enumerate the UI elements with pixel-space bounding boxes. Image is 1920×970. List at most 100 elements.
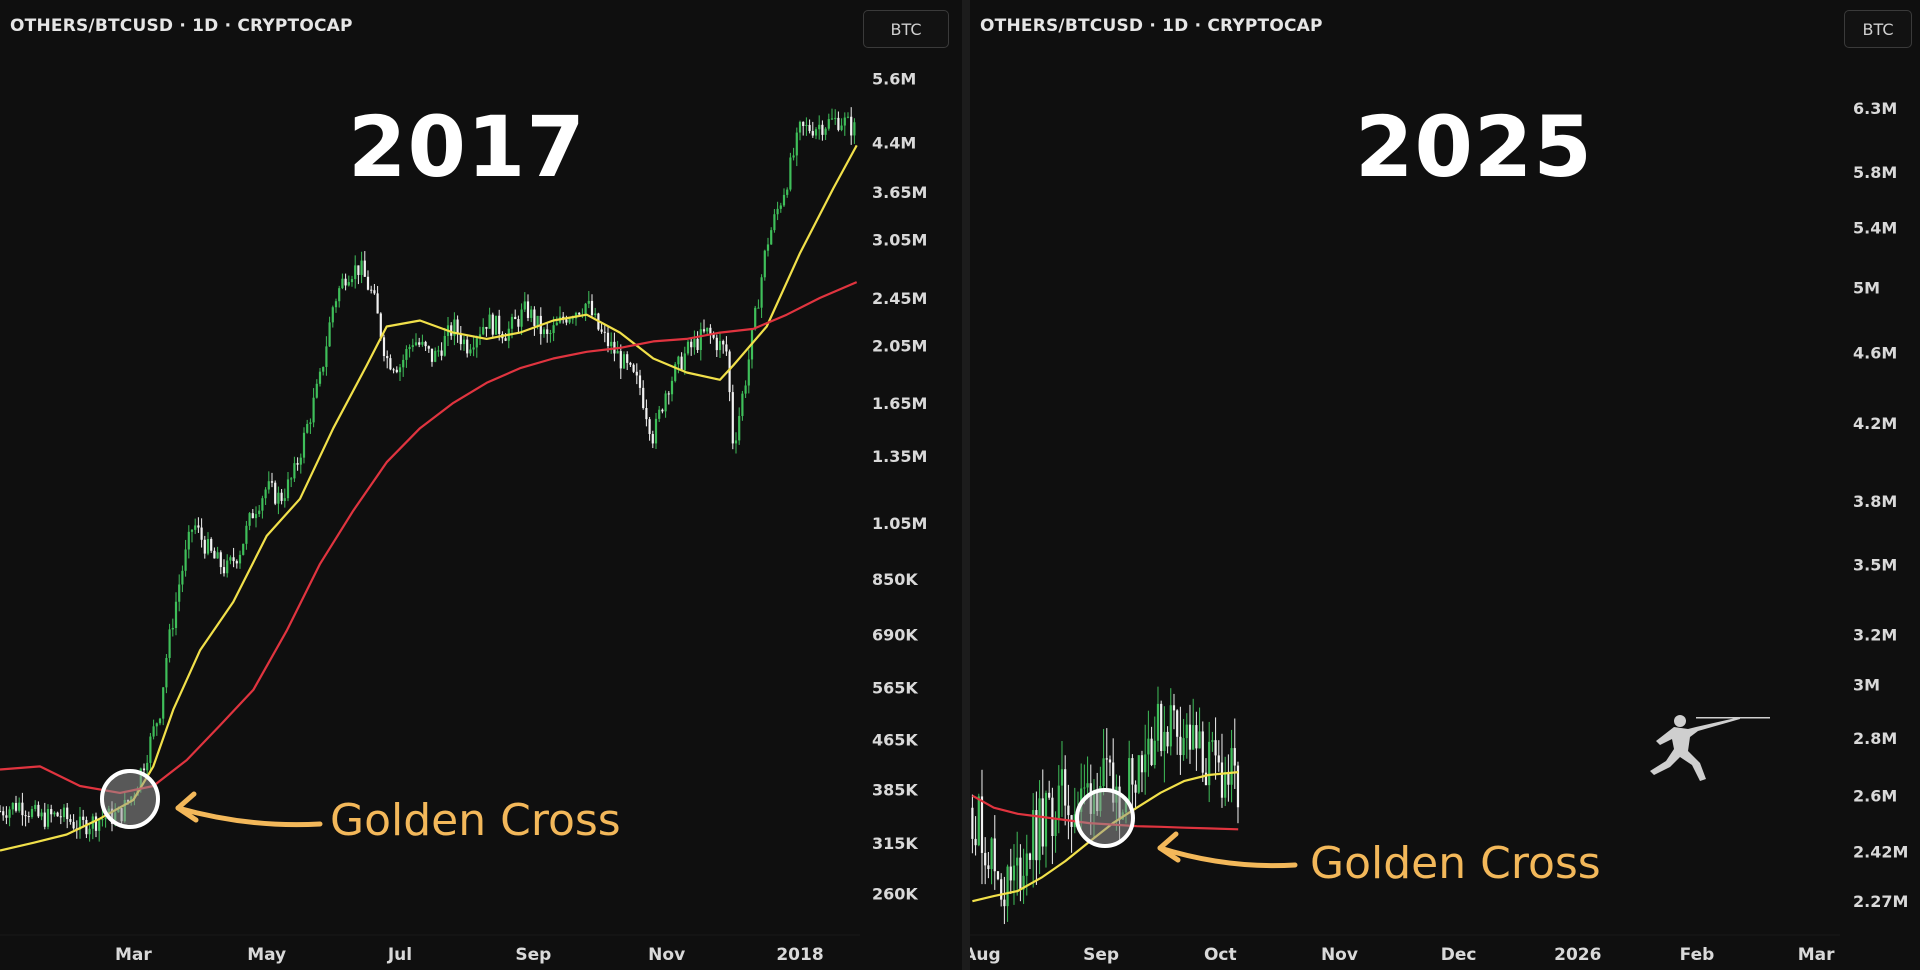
y-tick-label: 5.8M (1853, 163, 1897, 182)
candle-body (216, 552, 219, 559)
candle-body (1128, 758, 1131, 801)
y-tick-label: 385K (872, 780, 918, 799)
candle-body (469, 349, 472, 354)
candle-body (475, 338, 478, 348)
candle-body (1032, 810, 1035, 860)
symbol-header: OTHERS/BTCUSD · 1D · CRYPTOCAP (980, 16, 1323, 36)
x-tick-label: Mar (1798, 945, 1835, 965)
x-tick-label: Feb (1680, 945, 1715, 965)
candle-body (1022, 875, 1025, 890)
candle-body (658, 409, 661, 419)
chart-pane-2017[interactable]: OTHERS/BTCUSD · 1D · CRYPTOCAP BTC 2017 … (0, 0, 962, 970)
candle-body (8, 809, 11, 818)
candle-body (629, 362, 632, 365)
candle-body (376, 293, 379, 314)
candle-body (1038, 798, 1041, 861)
chart-pane-2025[interactable]: OTHERS/BTCUSD · 1D · CRYPTOCAP BTC 2025 … (970, 0, 1920, 970)
candle-body (587, 300, 590, 304)
candle-body (66, 807, 69, 820)
candle-body (1041, 798, 1044, 847)
candle-body (194, 525, 197, 530)
candle-body (1105, 758, 1108, 760)
candle-body (450, 325, 453, 336)
candle-body (686, 341, 690, 354)
candle-body (744, 385, 747, 394)
candle-body (1166, 731, 1169, 747)
candle-body (811, 131, 814, 136)
candle-body (315, 383, 318, 398)
x-tick-label: Dec (1441, 945, 1477, 965)
candle-body (290, 478, 293, 480)
candle-body (146, 762, 149, 771)
candle-body (318, 371, 322, 384)
candle-body (203, 539, 206, 554)
candle-body (802, 121, 805, 126)
y-tick-label: 3.2M (1853, 625, 1897, 644)
candle-body (549, 333, 552, 335)
currency-button[interactable]: BTC (863, 10, 949, 48)
candle-body (168, 629, 171, 658)
candle-body (155, 723, 158, 727)
candle-body (286, 479, 290, 499)
candle-body (693, 338, 696, 348)
short-moving-average-line (0, 144, 858, 852)
candle-body (1236, 765, 1240, 808)
candle-body (248, 513, 251, 526)
candle-body (840, 125, 843, 130)
candle-body (706, 327, 709, 332)
candle-body (392, 369, 395, 371)
currency-button[interactable]: BTC (1844, 10, 1912, 48)
candle-body (696, 338, 699, 350)
candle-body (1044, 792, 1048, 847)
candle-body (1016, 857, 1019, 866)
price-candles (0, 107, 856, 842)
golden-cross-label: Golden Cross (330, 795, 621, 846)
candle-body (62, 807, 66, 818)
candle-body (459, 334, 462, 345)
candle-body (533, 309, 536, 326)
candle-body (46, 809, 50, 827)
candle-body (254, 514, 258, 519)
symbol-header: OTHERS/BTCUSD · 1D · CRYPTOCAP (10, 16, 353, 36)
price-chart[interactable]: 5.6M 4.4M 3.65M 3.05M 2.45M 2.05M 1.65M 1.35M 1.… (0, 0, 962, 970)
price-chart[interactable]: 6.3M 5.8M 5.4M 5M 4.6M 4.2M 3.8M 3.5M 3.2M 3M 2.8M… (970, 0, 1920, 970)
candle-body (632, 364, 635, 372)
candle-body (776, 208, 779, 215)
candle-body (411, 345, 414, 348)
candle-body (853, 122, 856, 136)
candle-body (357, 265, 360, 275)
candle-body (818, 124, 821, 130)
y-tick-label: 4.6M (1853, 343, 1897, 362)
candle-body (347, 282, 350, 286)
candle-body (683, 353, 686, 371)
candle-body (504, 338, 507, 341)
candle-body (491, 314, 494, 335)
candle-body (987, 865, 990, 870)
candle-body (165, 657, 168, 688)
candle-body (206, 538, 210, 554)
candle-body (283, 498, 286, 501)
candle-body (1211, 740, 1214, 742)
candle-body (1067, 805, 1070, 816)
candle-body (50, 809, 53, 815)
arrow-head-icon (1157, 831, 1181, 863)
candle-body (30, 808, 34, 817)
candle-body (1035, 810, 1038, 861)
candle-body (222, 567, 226, 574)
x-tick-label: Jul (387, 945, 412, 965)
candle-body (78, 816, 82, 830)
candle-body (437, 350, 440, 352)
pane-divider[interactable] (962, 0, 970, 970)
candle-body (984, 852, 987, 866)
candle-body (565, 319, 568, 323)
candle-body (427, 346, 430, 349)
y-tick-label: 2.42M (1853, 842, 1908, 861)
candle-body (584, 303, 587, 315)
year-title: 2017 (348, 98, 586, 196)
x-tick-label: Mar (115, 945, 152, 965)
candle-body (536, 315, 539, 326)
candle-body (555, 322, 558, 326)
y-tick-label: 3.05M (872, 231, 927, 250)
candle-body (722, 341, 725, 345)
y-tick-label: 3.65M (872, 183, 927, 202)
